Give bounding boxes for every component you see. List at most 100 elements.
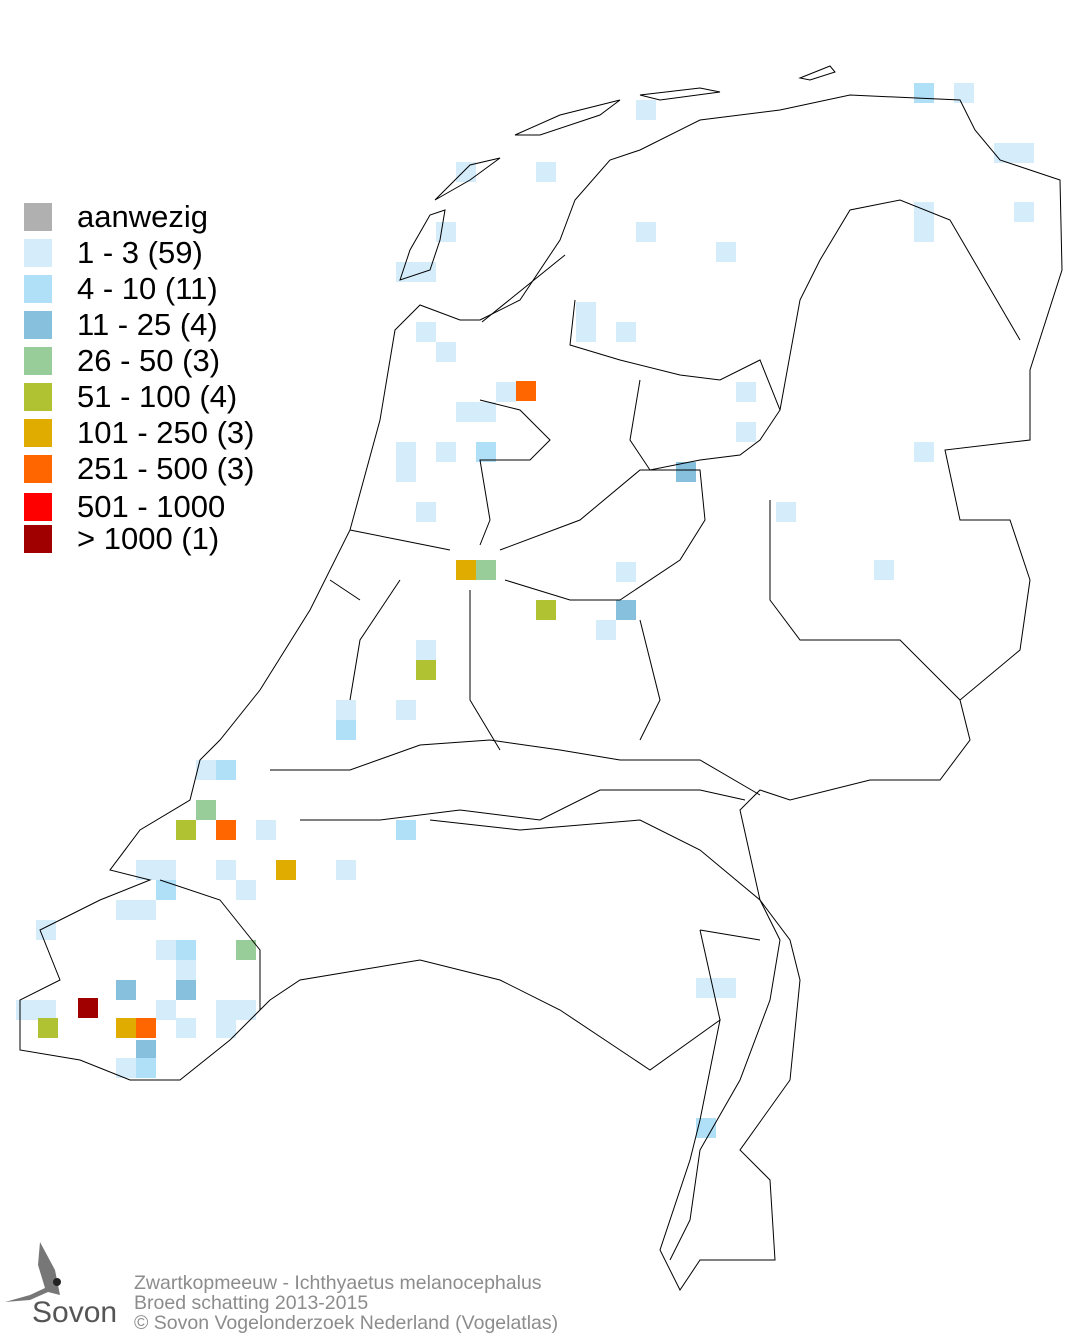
sovon-swallow-logo xyxy=(5,1242,61,1302)
grid-cell xyxy=(616,600,636,620)
copyright: © Sovon Vogelonderzoek Nederland (Vogela… xyxy=(134,1312,559,1334)
grid-cell xyxy=(536,162,556,182)
island-terschelling xyxy=(514,99,621,136)
grid-cell xyxy=(736,382,756,402)
grid-cell xyxy=(176,980,196,1000)
grid-cell xyxy=(176,820,196,840)
grid-cell xyxy=(216,1000,236,1020)
grid-cell xyxy=(716,242,736,262)
grid-cell xyxy=(236,1000,256,1020)
legend-swatch xyxy=(24,493,52,521)
grid-cell xyxy=(416,262,436,282)
grid-cell xyxy=(456,560,476,580)
legend-label: 26 - 50 (3) xyxy=(77,343,221,378)
grid-cell xyxy=(994,143,1014,163)
grid-cell xyxy=(116,900,136,920)
legend-item: 251 - 500 (3) xyxy=(24,453,255,484)
grid-cell xyxy=(156,860,176,880)
grid-cell xyxy=(196,800,216,820)
legend-label: 101 - 250 (3) xyxy=(77,415,255,450)
grid-cell xyxy=(416,640,436,660)
grid-cell xyxy=(16,1000,36,1020)
map-caption: Zwartkopmeeuw - Ichthyaetus melanocephal… xyxy=(134,1273,558,1333)
grid-cell xyxy=(176,960,196,980)
grid-cell xyxy=(436,442,456,462)
legend-swatch xyxy=(24,347,52,375)
grid-cell xyxy=(176,940,196,960)
grid-cell xyxy=(156,1000,176,1020)
legend-item: aanwezig xyxy=(24,201,208,232)
grid-cell xyxy=(136,1040,156,1060)
grid-cell xyxy=(216,1018,236,1038)
grid-cell xyxy=(456,402,476,422)
grid-cell xyxy=(636,222,656,242)
legend-swatch xyxy=(24,203,52,231)
legend-item: > 1000 (1) xyxy=(24,523,219,554)
country-border xyxy=(19,94,1063,1291)
grid-cell xyxy=(36,1000,56,1020)
grid-cell xyxy=(436,342,456,362)
grid-cell xyxy=(516,381,536,401)
grid-cell xyxy=(38,1018,58,1038)
grid-cell xyxy=(396,820,416,840)
grid-cell xyxy=(236,880,256,900)
legend-swatch xyxy=(24,383,52,411)
legend-label: 501 - 1000 xyxy=(77,489,226,524)
island-texel xyxy=(399,209,446,281)
legend-item: 11 - 25 (4) xyxy=(24,309,218,340)
grid-cell xyxy=(456,162,476,182)
grid-cell xyxy=(496,382,516,402)
legend-swatch xyxy=(24,419,52,447)
grid-cell xyxy=(914,222,934,242)
legend-item: 501 - 1000 xyxy=(24,491,225,522)
grid-cell xyxy=(736,422,756,442)
grid-cell xyxy=(436,222,456,242)
province-borders xyxy=(159,199,1021,1021)
grid-cell xyxy=(396,700,416,720)
legend-label: 4 - 10 (11) xyxy=(77,271,218,306)
grid-cell xyxy=(576,322,596,342)
grid-cell xyxy=(716,978,736,998)
legend-label: aanwezig xyxy=(77,199,208,234)
grid-cell xyxy=(596,620,616,640)
legend-swatch xyxy=(24,311,52,339)
grid-cell xyxy=(236,940,256,960)
grid-cell xyxy=(536,600,556,620)
grid-cell xyxy=(696,1118,716,1138)
legend-swatch xyxy=(24,525,52,553)
grid-cell xyxy=(776,502,796,522)
grid-cell xyxy=(336,720,356,740)
species-name: Zwartkopmeeuw - Ichthyaetus melanocephal… xyxy=(134,1272,542,1294)
grid-cell xyxy=(676,462,696,482)
grid-cell xyxy=(136,860,156,880)
grid-cell xyxy=(396,262,416,282)
grid-cell xyxy=(156,880,176,900)
grid-cell xyxy=(416,322,436,342)
grid-cell xyxy=(156,940,176,960)
grid-cell xyxy=(416,660,436,680)
grid-cell xyxy=(256,820,276,840)
grid-cell xyxy=(696,978,716,998)
grid-cell xyxy=(276,860,296,880)
river-maas xyxy=(429,819,781,1261)
grid-cell xyxy=(416,502,436,522)
grid-cell xyxy=(216,820,236,840)
grid-cell xyxy=(176,1018,196,1038)
legend-swatch xyxy=(24,455,52,483)
grid-cell xyxy=(874,560,894,580)
grid-cell xyxy=(336,860,356,880)
grid-cell xyxy=(216,860,236,880)
river-waal xyxy=(300,789,746,821)
grid-cell xyxy=(954,83,974,103)
grid-cell xyxy=(116,980,136,1000)
grid-cell xyxy=(1014,202,1034,222)
markermeer-shore xyxy=(479,399,551,546)
grid-cell xyxy=(476,560,496,580)
island-ameland xyxy=(639,87,721,101)
grid-cell xyxy=(136,1058,156,1078)
legend-label: 251 - 500 (3) xyxy=(77,451,255,486)
legend-label: > 1000 (1) xyxy=(77,521,220,556)
island-vlieland xyxy=(434,157,501,201)
grid-cell xyxy=(216,760,236,780)
grid-cell xyxy=(476,442,496,462)
